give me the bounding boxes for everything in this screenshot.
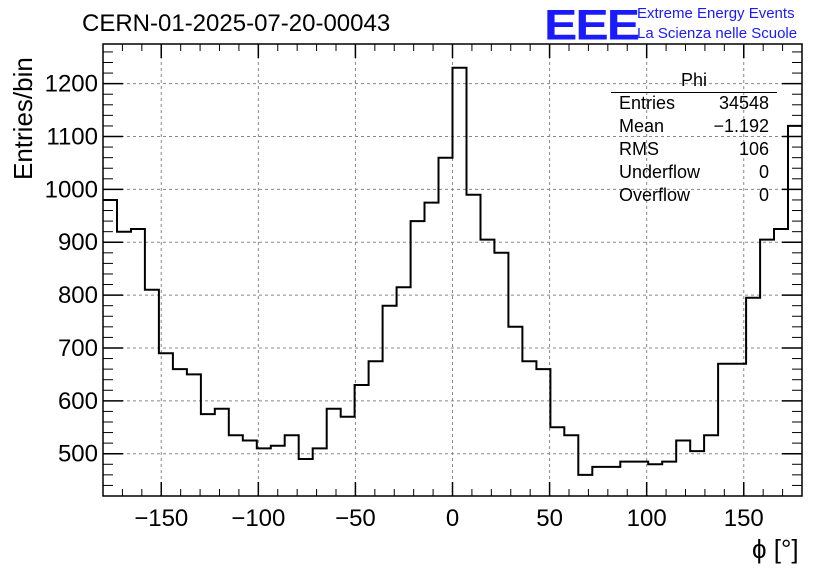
stats-value: −1.192 [713,116,769,136]
y-tick-label: 700 [58,335,98,362]
stats-key: RMS [619,139,659,159]
stats-row-rms: RMS 106 [619,139,769,161]
x-tick-label: 100 [627,505,667,532]
stats-row-underflow: Underflow 0 [619,162,769,184]
chart-title: CERN-01-2025-07-20-00043 [82,10,391,37]
x-tick-label: −50 [335,505,376,532]
stats-title: Phi [680,70,707,90]
y-tick-labels: 500 600 700 800 900 1000 1100 1200 [45,71,98,468]
y-tick-label: 900 [58,229,98,256]
histogram-line [103,66,802,476]
logo-subtitle-2: La Scienza nelle Scuole [637,25,798,42]
stats-key: Overflow [619,185,691,205]
stats-key: Entries [619,93,676,113]
logo-subtitle-1: Extreme Energy Events [637,5,795,22]
y-tick-label: 500 [58,441,98,468]
y-tick-label: 800 [58,282,98,309]
y-tick-label: 600 [58,388,98,415]
stats-row-overflow: Overflow 0 [619,185,769,207]
stats-value: 106 [738,139,769,159]
x-tick-label: 0 [446,505,459,532]
y-axis-label: Entries/bin [8,57,38,180]
y-tick-label: 1100 [46,124,98,151]
stats-value: 0 [758,162,769,182]
stats-divider [611,92,777,93]
x-tick-label: 150 [724,505,764,532]
stats-box: Phi Entries 34548 Mean −1.192 RMS 106 Un… [611,70,777,210]
stats-value: 34548 [718,93,769,113]
y-tick-label: 1000 [45,176,98,203]
stats-row-mean: Mean −1.192 [619,116,769,138]
x-tick-label: −100 [231,505,285,532]
x-tick-label: −150 [134,505,188,532]
y-tick-label: 1200 [45,71,98,98]
stats-value: 0 [758,185,769,205]
eee-logo: EEE [544,0,640,50]
x-axis-label: ϕ [°] [752,534,799,564]
axis-ticks [102,44,803,497]
x-tick-labels: −150 −100 −50 0 50 100 150 [134,505,764,532]
x-tick-label: 50 [536,505,563,532]
grid-lines [103,44,802,496]
stats-row-entries: Entries 34548 [619,93,769,115]
stats-key: Mean [619,116,665,136]
stats-key: Underflow [619,162,701,182]
